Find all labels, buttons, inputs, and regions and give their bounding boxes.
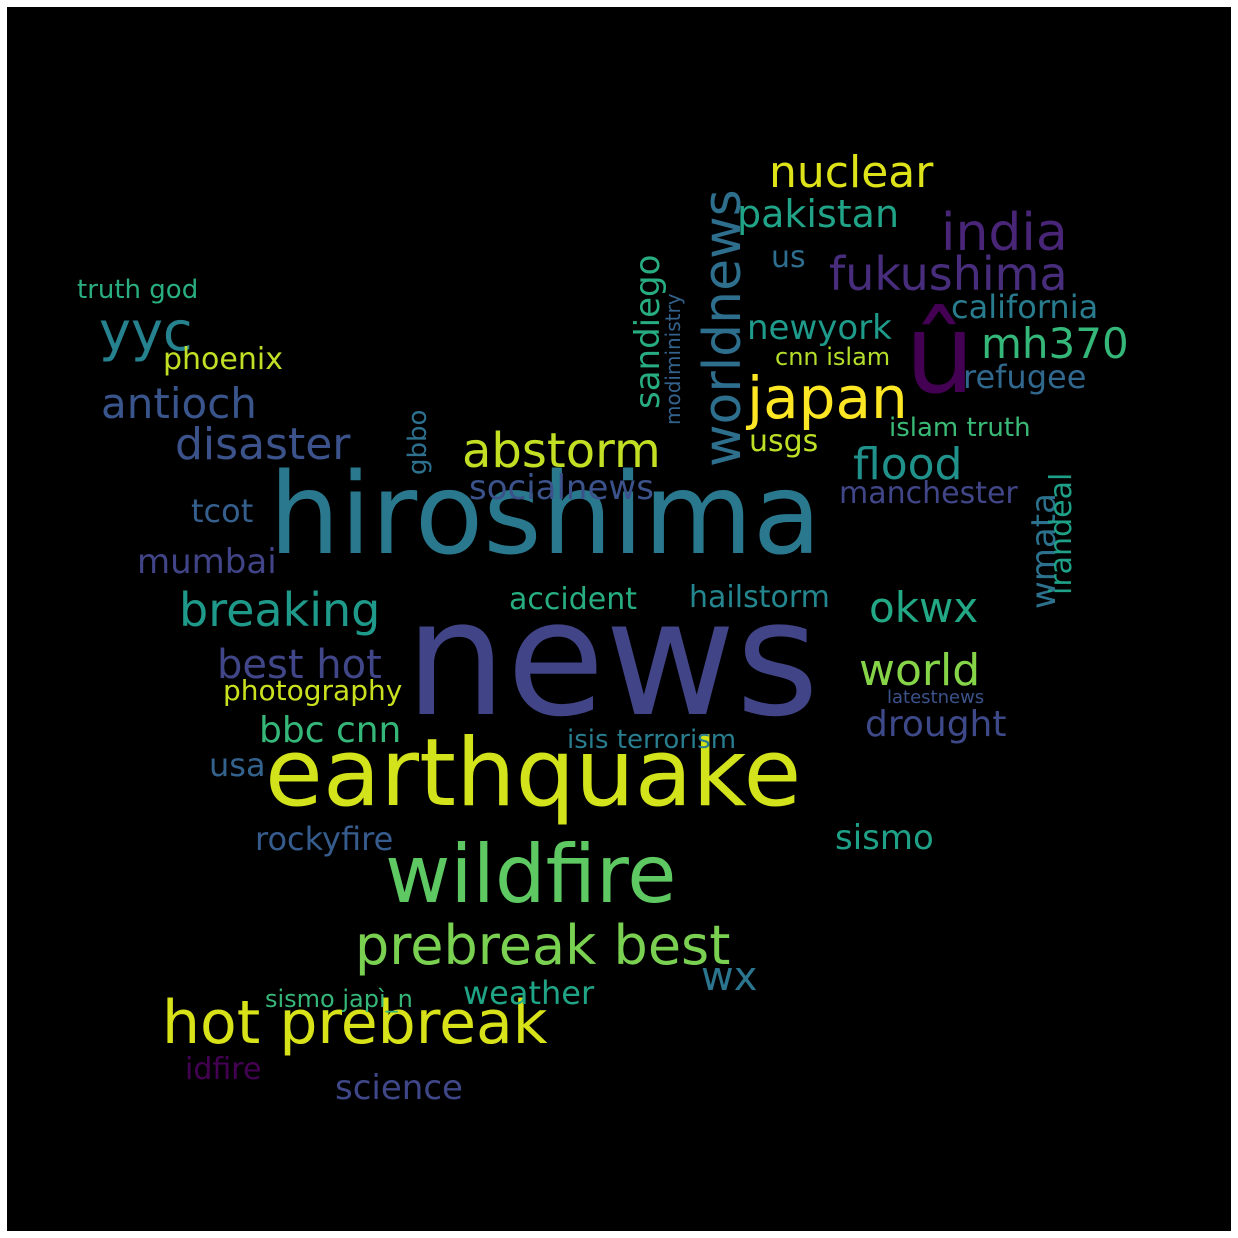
word-hailstorm: hailstorm — [689, 580, 830, 615]
word-japan: japan — [747, 364, 908, 432]
word-wx: wx — [701, 954, 758, 1000]
word-gbbo: gbbo — [403, 409, 433, 475]
word-refugee: refugee — [963, 358, 1087, 396]
word-manchester: manchester — [839, 476, 1018, 511]
word-irandeal: irandeal — [1044, 472, 1079, 595]
word-us: us — [771, 240, 806, 275]
word-disaster: disaster — [175, 419, 351, 470]
word-usgs: usgs — [749, 424, 819, 459]
word-pakistan: pakistan — [737, 192, 900, 236]
word-science: science — [335, 1068, 463, 1108]
word-phoenix: phoenix — [163, 342, 283, 377]
word-cnn-islam: cnn islam — [775, 343, 891, 371]
word-california: california — [951, 288, 1099, 326]
word-prebreak-best: prebreak best — [355, 914, 731, 977]
word-antioch: antioch — [101, 379, 257, 428]
word-tcot: tcot — [191, 492, 254, 530]
word-news: news — [405, 565, 820, 752]
word-mumbai: mumbai — [137, 542, 277, 582]
word-modiministry: modiministry — [661, 293, 685, 425]
word-earthquake: earthquake — [265, 719, 802, 828]
word-socialnews: socialnews — [469, 468, 654, 508]
word-yyc: yyc — [99, 300, 193, 363]
word-latestnews: latestnews — [887, 687, 985, 708]
word-sandiego: sandiego — [628, 254, 668, 409]
word-best-hot: best hot — [217, 642, 382, 688]
word-isis-terrorism: isis terrorism — [567, 725, 737, 755]
word-mh370: mh370 — [981, 319, 1129, 368]
word-weather: weather — [463, 974, 595, 1012]
word-drought: drought — [865, 704, 1007, 745]
word-islam-truth: islam truth — [889, 413, 1031, 443]
word-cloud-canvas: news hiroshima earthquake wildfire prebr… — [7, 7, 1231, 1231]
word-breaking: breaking — [179, 583, 381, 637]
word-newyork: newyork — [747, 308, 892, 348]
word-nuclear: nuclear — [769, 147, 934, 198]
word-sismo: sismo — [835, 818, 934, 858]
word-rockyfire: rockyfire — [255, 820, 394, 858]
word-hot-prebreak: hot prebreak — [162, 988, 548, 1058]
word-photography: photography — [223, 674, 403, 707]
word-abstorm: abstorm — [462, 423, 661, 479]
word-india: india — [941, 203, 1068, 263]
word-wildfire: wildfire — [385, 828, 677, 921]
word-bbc-cnn: bbc cnn — [259, 710, 402, 751]
word-u-hat: û — [905, 290, 975, 418]
word-accident: accident — [509, 582, 637, 617]
word-idfire: idfire — [185, 1052, 262, 1087]
word-usa: usa — [209, 746, 266, 784]
word-truth-god: truth god — [77, 275, 199, 305]
word-sismo-japi-n: sismo japì_n — [265, 985, 413, 1013]
word-world: world — [859, 645, 981, 696]
word-fukushima: fukushima — [829, 247, 1068, 301]
word-okwx: okwx — [869, 583, 979, 632]
word-flood: flood — [853, 439, 963, 490]
word-hiroshima: hiroshima — [269, 450, 822, 580]
